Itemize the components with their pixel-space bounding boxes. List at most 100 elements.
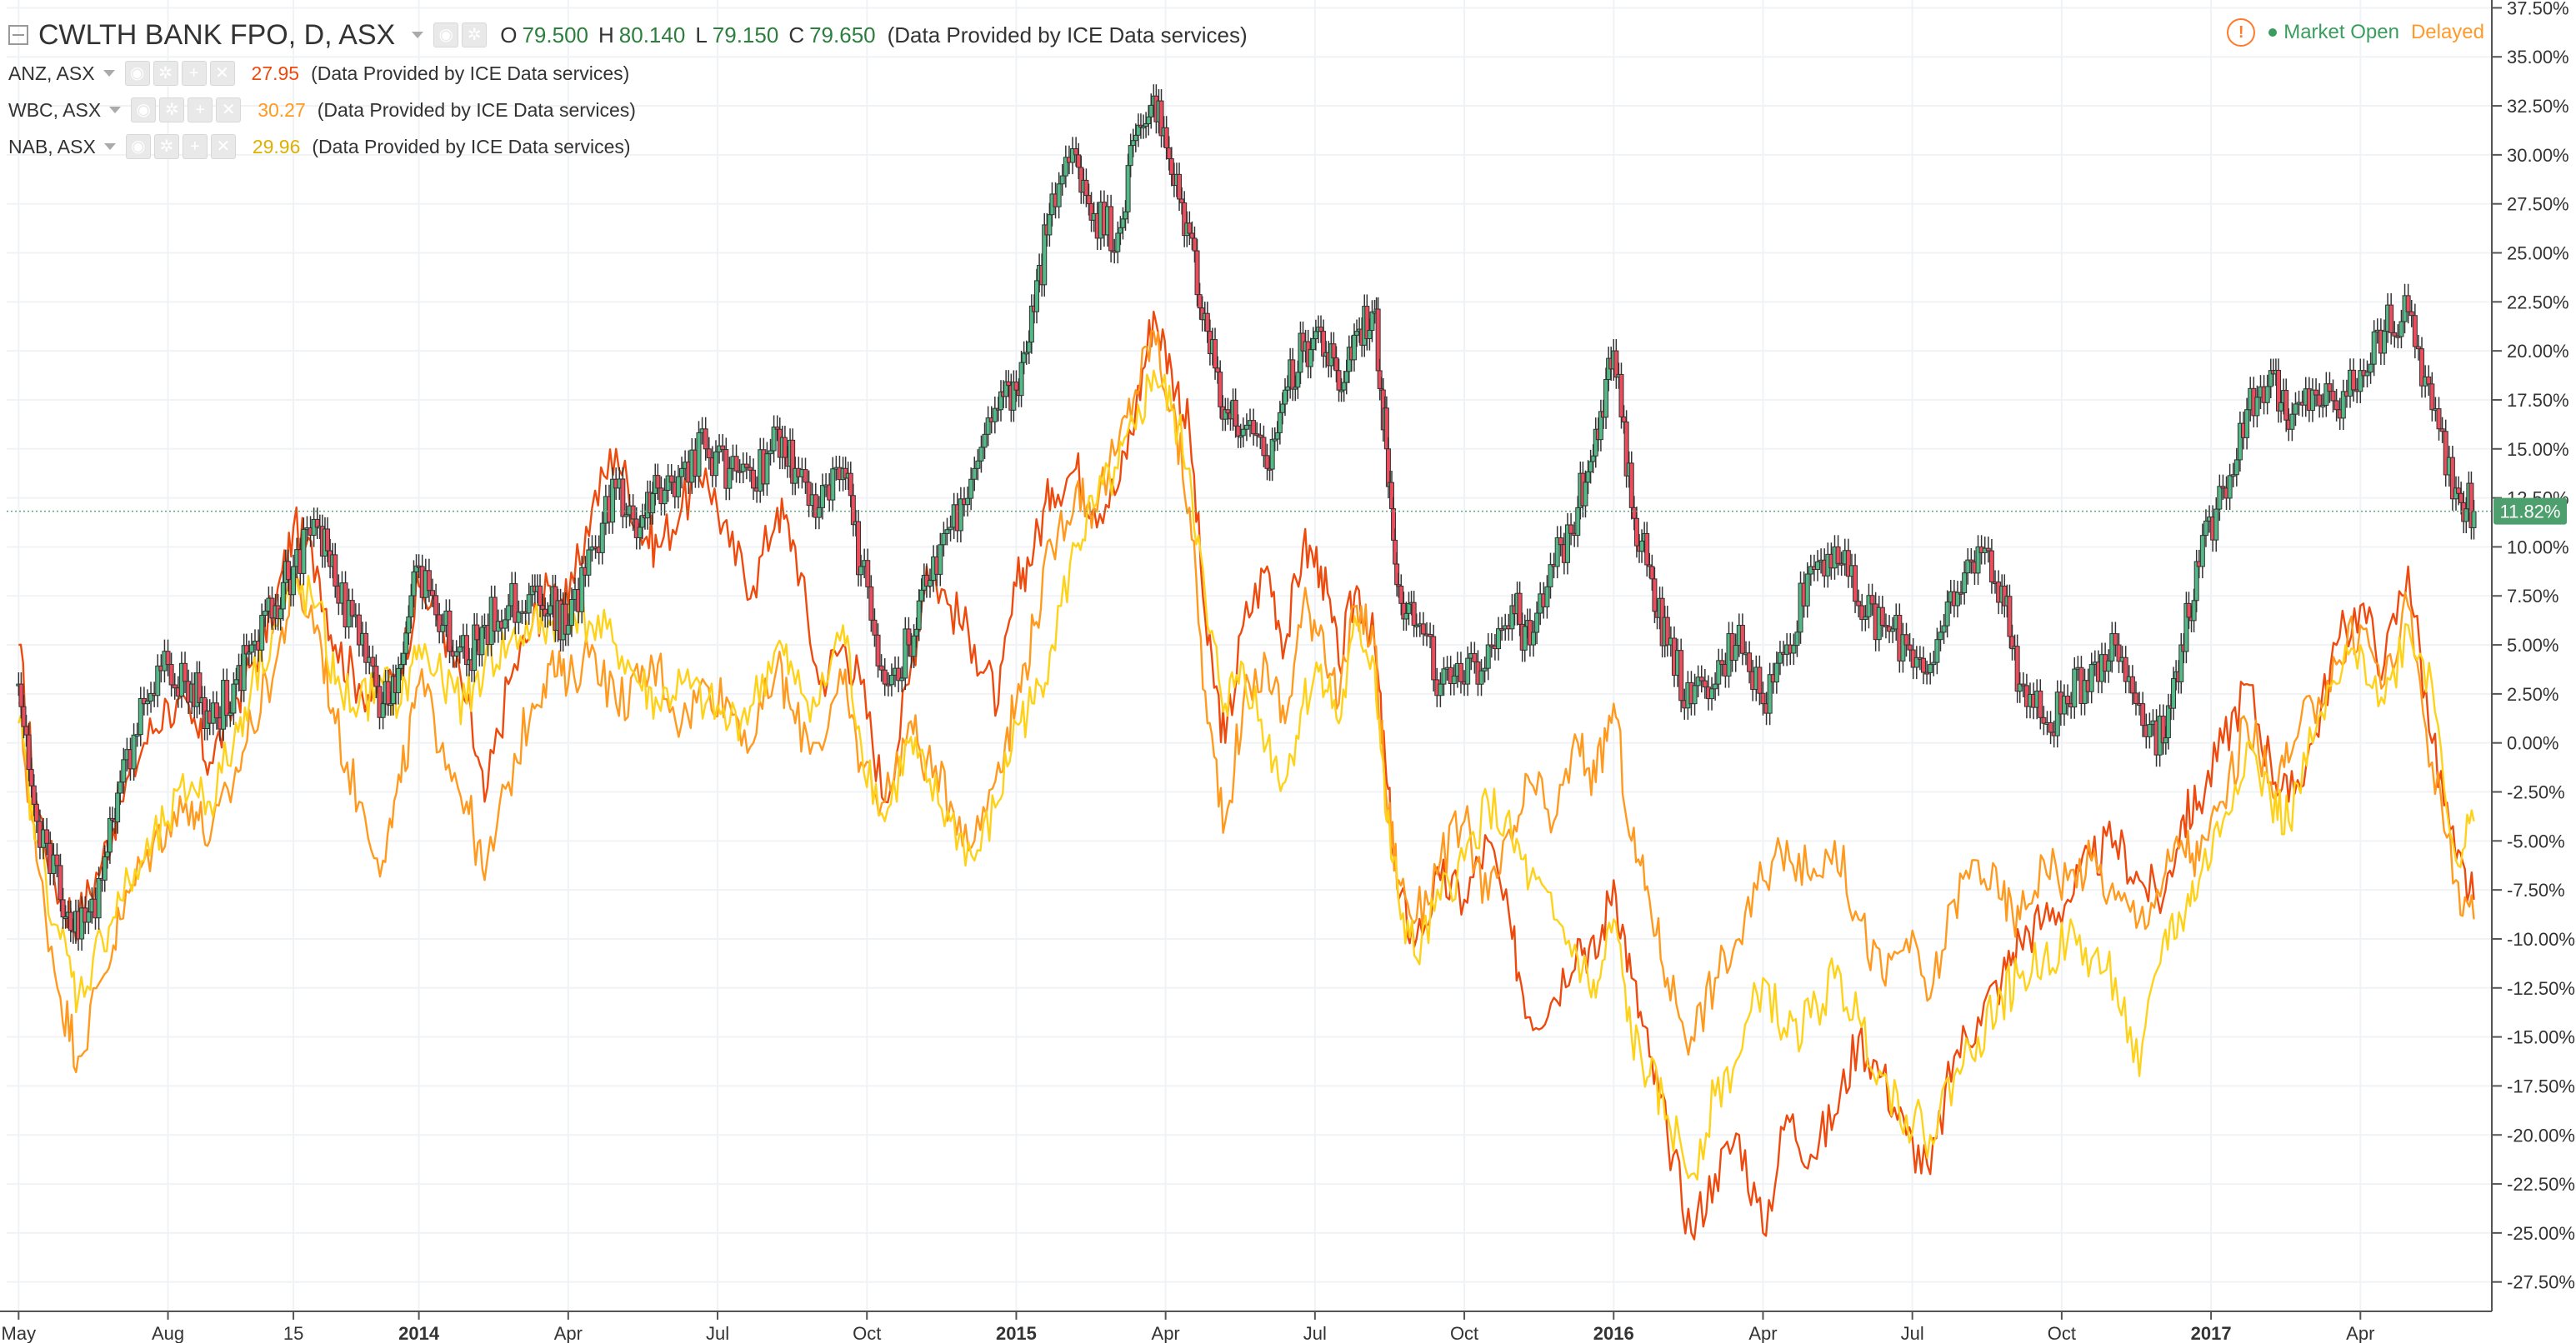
candle — [1733, 633, 1738, 672]
candle-body — [1269, 438, 1275, 470]
candle — [2449, 446, 2455, 511]
candle-body — [1398, 585, 1404, 604]
candle-body — [1448, 667, 1453, 685]
main-series-legend: CWLTH BANK FPO, D, ASX ◉ ✲ O 79.500 H 80.1… — [8, 15, 1248, 55]
candle-body — [131, 734, 137, 770]
candle — [2412, 303, 2418, 359]
close-icon[interactable]: ✕ — [210, 134, 236, 159]
gear-icon[interactable]: ✲ — [159, 97, 185, 122]
candle-body — [1985, 547, 1991, 552]
candle — [2293, 392, 2298, 427]
candle-body — [941, 532, 947, 546]
gear-icon[interactable]: ✲ — [153, 61, 178, 86]
candle-body — [782, 437, 788, 458]
candle — [183, 652, 188, 693]
candle — [896, 657, 902, 692]
candle-body — [1264, 455, 1270, 469]
candle — [155, 654, 161, 707]
candle — [2408, 299, 2414, 327]
candle-body — [865, 560, 871, 587]
compare-symbol[interactable]: NAB, ASX — [8, 135, 96, 157]
candle-body — [2065, 696, 2071, 705]
candle-body — [1204, 312, 1210, 332]
candle — [1695, 665, 1701, 697]
y-tick-label: 5.00% — [2507, 635, 2558, 656]
candle — [1808, 554, 1813, 587]
chevron-down-icon[interactable] — [103, 143, 116, 150]
series-wbc-asx — [18, 330, 2475, 1074]
candle — [506, 593, 512, 632]
chevron-down-icon[interactable] — [103, 70, 115, 77]
candle-body — [1411, 602, 1417, 627]
candle — [280, 571, 286, 622]
candle-body — [727, 467, 733, 489]
candle — [1438, 672, 1443, 707]
candle-body — [1318, 327, 1324, 332]
candle — [1431, 624, 1437, 692]
gear-icon[interactable]: ✲ — [153, 134, 179, 159]
x-tick-label: Apr — [554, 1323, 583, 1343]
y-tick-label: 0.00% — [2507, 733, 2558, 754]
candle — [1938, 620, 1943, 652]
candle — [1866, 583, 1872, 629]
compare-symbol[interactable]: WBC, ASX — [8, 98, 102, 121]
candle — [1859, 593, 1865, 632]
candle-body — [1285, 386, 1291, 391]
candle-body — [385, 681, 391, 705]
candle-body — [1639, 540, 1645, 552]
candle — [503, 607, 508, 641]
candle — [1564, 512, 1570, 575]
candle-body — [1733, 645, 1738, 662]
plus-icon[interactable]: + — [182, 134, 208, 159]
candle-body — [1367, 330, 1373, 340]
series-nab-asx — [18, 369, 2475, 1181]
candle — [2313, 378, 2319, 407]
candle — [96, 866, 102, 930]
plus-icon[interactable]: + — [181, 61, 207, 86]
candle-body — [2220, 486, 2226, 489]
chevron-down-icon[interactable] — [109, 107, 122, 113]
candle — [751, 458, 757, 500]
candle-body — [2368, 363, 2373, 373]
candle-body — [903, 628, 908, 679]
candle-body — [1767, 674, 1773, 714]
candle — [1482, 657, 1488, 683]
candle — [2113, 622, 2118, 657]
chevron-down-icon[interactable] — [412, 32, 424, 38]
candle — [568, 587, 574, 637]
candle — [172, 672, 178, 700]
candle-body — [1924, 672, 1930, 675]
main-series-title[interactable]: CWLTH BANK FPO, D, ASX — [38, 18, 396, 51]
compare-value: 30.27 — [258, 98, 306, 121]
x-tick-label: Apr — [1748, 1323, 1777, 1343]
candle — [373, 654, 379, 699]
candle-body — [233, 679, 239, 685]
plus-icon[interactable]: + — [188, 97, 213, 122]
candle-body — [213, 702, 219, 719]
collapse-legend-button[interactable] — [8, 25, 28, 45]
candle — [1218, 360, 1223, 419]
candle-body — [1558, 537, 1563, 546]
candle — [2289, 402, 2295, 442]
eye-icon[interactable]: ◉ — [131, 97, 157, 122]
compare-symbol[interactable]: ANZ, ASX — [8, 62, 95, 84]
gear-icon[interactable]: ✲ — [462, 22, 488, 47]
candle-body — [623, 514, 629, 517]
candle-body — [1934, 639, 1940, 663]
candle-body — [1692, 685, 1698, 705]
close-icon[interactable]: ✕ — [216, 97, 242, 122]
candle — [165, 639, 171, 676]
candle-body — [911, 635, 917, 657]
candle — [363, 622, 369, 675]
warning-icon[interactable]: ! — [2227, 18, 2256, 47]
candle-body — [813, 494, 818, 518]
eye-icon[interactable]: ◉ — [124, 61, 150, 86]
candle-body — [2199, 535, 2205, 567]
eye-icon[interactable]: ◉ — [125, 134, 151, 159]
candle-body — [380, 703, 386, 718]
eye-icon[interactable]: ◉ — [433, 22, 459, 47]
close-icon[interactable]: ✕ — [209, 61, 235, 86]
candle — [2351, 358, 2357, 402]
